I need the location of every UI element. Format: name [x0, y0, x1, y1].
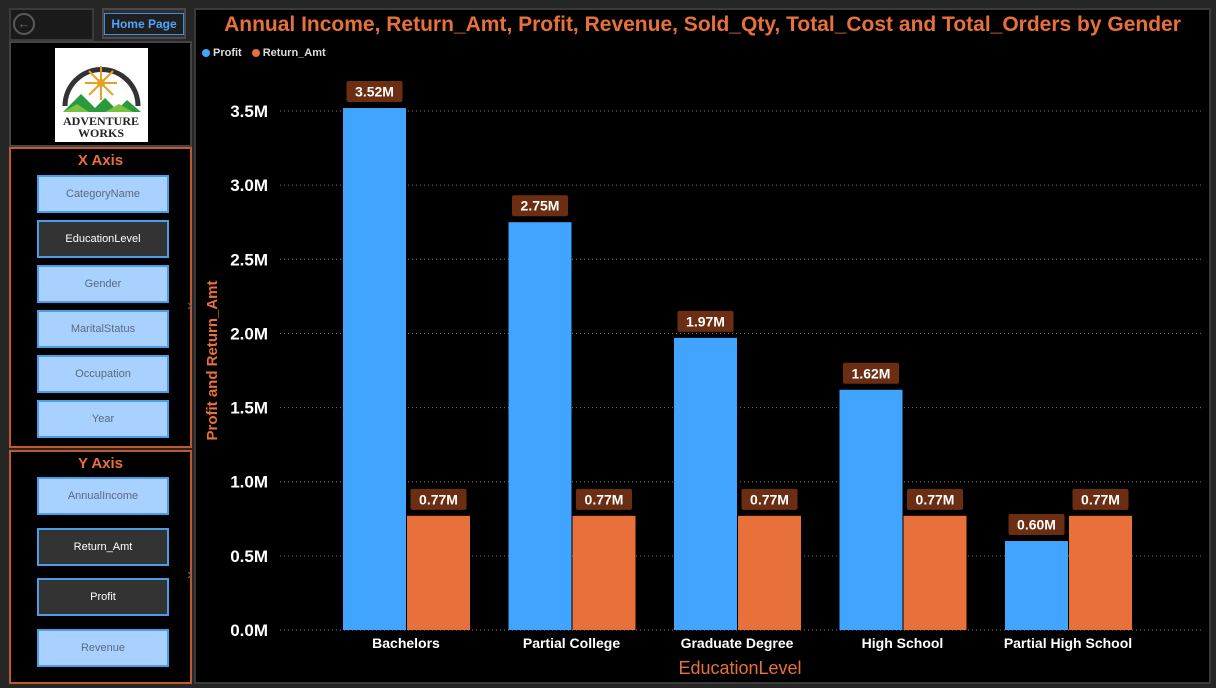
- data-label-box: [512, 195, 568, 217]
- data-label: 0.77M: [585, 491, 624, 507]
- x-tick-label: High School: [862, 635, 944, 651]
- y-axis-title: Y Axis: [77, 455, 124, 472]
- data-label: 0.77M: [1081, 491, 1120, 507]
- bar-return-amt[interactable]: [1069, 515, 1132, 630]
- data-label-box: [346, 81, 403, 103]
- bar-return-amt[interactable]: [407, 515, 470, 630]
- x-axis-label: EducationLevel: [678, 658, 801, 678]
- x-axis-option-gender[interactable]: Gender: [37, 265, 169, 303]
- data-label-box: [907, 488, 963, 510]
- back-arrow-icon[interactable]: ←: [13, 13, 35, 35]
- data-label-box: [576, 488, 632, 510]
- data-label: 0.77M: [750, 491, 789, 507]
- bar-profit[interactable]: [674, 337, 737, 630]
- bar-profit[interactable]: [839, 389, 903, 630]
- y-tick-label: 3.5M: [230, 102, 268, 121]
- legend-dot-icon: [202, 49, 210, 57]
- bar-return-amt[interactable]: [738, 515, 801, 630]
- chart-legend: Profit Return_Amt: [202, 47, 326, 59]
- chevron-right-icon[interactable]: ›: [187, 297, 193, 314]
- x-axis-option-year[interactable]: Year: [37, 400, 169, 438]
- bar-profit[interactable]: [343, 108, 406, 630]
- y-axis-option-return-amt[interactable]: Return_Amt: [37, 527, 169, 566]
- y-tick-label: 3.0M: [230, 176, 268, 195]
- back-panel: ←: [9, 8, 94, 41]
- legend-dot-icon: [251, 49, 260, 57]
- bar-chart: 0.0M 0.5M 1.0M 1.5M 2.0M 2.5M 3.0M 3.5M Profit a…: [204, 81, 1201, 678]
- y-tick-label: 0.0M: [230, 621, 268, 640]
- x-tick-label: Bachelors: [372, 635, 440, 651]
- chart-panel: Annual Income, Return_Amt, Profit, Reven…: [194, 8, 1211, 684]
- x-axis-option-maritalstatus[interactable]: MaritalStatus: [37, 310, 169, 348]
- data-label: 0.77M: [419, 491, 458, 507]
- data-label-box: [843, 362, 899, 384]
- svg-text:WORKS: WORKS: [78, 126, 124, 140]
- chart-title: Annual Income, Return_Amt, Profit, Reven…: [224, 13, 1181, 36]
- svg-text:ADVENTURE: ADVENTURE: [63, 114, 139, 128]
- legend-label-profit: Profit: [213, 47, 242, 59]
- legend-item-return-amt[interactable]: Return_Amt: [251, 47, 326, 59]
- x-axis-title: X Axis: [77, 152, 124, 169]
- data-label: 1.97M: [686, 313, 725, 329]
- y-axis-label: Profit and Return_Amt: [204, 280, 221, 440]
- x-tick-label: Partial College: [523, 635, 620, 651]
- x-tick-label: Partial High School: [1004, 635, 1132, 651]
- data-label-box: [741, 488, 798, 510]
- y-tick-label: 1.5M: [230, 399, 268, 418]
- data-label-box: [1008, 514, 1065, 536]
- data-label: 1.62M: [852, 365, 891, 381]
- logo-mountain-icon: ADVENTURE WORKS: [62, 66, 141, 140]
- bar-profit[interactable]: [1005, 541, 1068, 630]
- bar-profit[interactable]: [508, 222, 572, 630]
- y-tick-label: 1.0M: [230, 473, 268, 492]
- bar-return-amt[interactable]: [572, 515, 636, 630]
- bar-return-amt[interactable]: [903, 515, 967, 630]
- y-axis-option-profit[interactable]: Profit: [37, 578, 169, 616]
- x-axis-option-educationlevel[interactable]: EducationLevel: [37, 220, 169, 258]
- data-label: 0.60M: [1017, 517, 1056, 533]
- x-tick-label: Graduate Degree: [681, 635, 794, 651]
- data-label-box: [677, 310, 734, 332]
- logo-panel: ADVENTURE WORKS: [9, 41, 192, 147]
- y-axis-slicer: Y Axis AnnualIncome Return_Amt Profit Reven…: [9, 450, 192, 684]
- x-axis-slicer: X Axis CategoryName EducationLevel Gender M…: [9, 147, 192, 448]
- home-page-button[interactable]: Home Page: [102, 8, 186, 39]
- y-tick-label: 2.0M: [230, 324, 268, 343]
- data-label-box: [1072, 488, 1129, 510]
- data-label: 0.77M: [916, 491, 955, 507]
- data-label: 3.52M: [355, 84, 394, 100]
- y-tick-label: 2.5M: [230, 250, 268, 269]
- data-label-box: [410, 488, 467, 510]
- y-axis-option-annualincome[interactable]: AnnualIncome: [37, 477, 169, 515]
- legend-label-return-amt: Return_Amt: [262, 47, 326, 59]
- adventure-works-logo: ADVENTURE WORKS: [55, 48, 148, 142]
- chevron-right-icon[interactable]: ›: [187, 566, 193, 583]
- x-axis-option-categoryname[interactable]: CategoryName: [37, 175, 169, 213]
- y-tick-label: 0.5M: [230, 547, 268, 566]
- y-axis-option-revenue[interactable]: Revenue: [37, 628, 169, 667]
- x-axis-option-occupation[interactable]: Occupation: [37, 355, 169, 393]
- home-page-label: Home Page: [104, 12, 184, 35]
- legend-item-profit[interactable]: Profit: [202, 47, 242, 59]
- data-label: 2.75M: [521, 198, 560, 214]
